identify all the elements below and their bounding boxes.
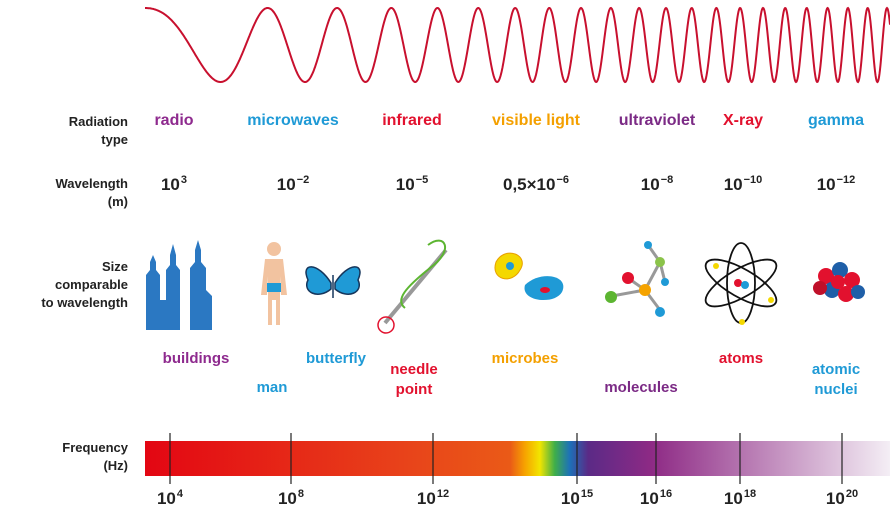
frequency-base: 10 bbox=[826, 489, 845, 508]
frequency-exponent: 20 bbox=[846, 488, 858, 500]
frequency-label: 1012 bbox=[417, 490, 449, 510]
size-example: atoms bbox=[719, 349, 763, 369]
frequency-base: 10 bbox=[157, 489, 176, 508]
radiation-type: gamma bbox=[808, 112, 864, 130]
frequency-base: 10 bbox=[724, 489, 743, 508]
radiation-type-name: microwaves bbox=[247, 112, 339, 129]
wavelength-base: 10 bbox=[161, 175, 180, 194]
frequency-exponent: 4 bbox=[177, 488, 183, 500]
frequency-base: 10 bbox=[561, 489, 580, 508]
wavelength-exponent: −10 bbox=[744, 174, 763, 186]
row-label-line: Size bbox=[0, 258, 128, 276]
wavelength-base: 10 bbox=[641, 175, 660, 194]
row-label-line: Wavelength bbox=[0, 175, 128, 193]
graphics bbox=[0, 0, 890, 514]
frequency-label: 1018 bbox=[724, 490, 756, 510]
radiation-type: ultraviolet bbox=[619, 112, 695, 130]
wavelength: 10−5 bbox=[396, 176, 428, 196]
radiation-type-name: X-ray bbox=[723, 112, 763, 129]
frequency-label: 108 bbox=[278, 490, 304, 510]
size-example-line: needle bbox=[390, 360, 438, 380]
size-example: molecules bbox=[604, 378, 677, 398]
row-label: Frequency(Hz) bbox=[0, 439, 128, 475]
radiation-type-name: gamma bbox=[808, 112, 864, 129]
frequency-label: 104 bbox=[157, 490, 183, 510]
butterfly-icon bbox=[306, 267, 360, 298]
radiation-type: radio bbox=[154, 112, 193, 130]
frequency-label: 1016 bbox=[640, 490, 672, 510]
wavelength: 10−10 bbox=[724, 176, 763, 196]
radiation-type: visible light bbox=[492, 112, 580, 130]
size-example-line: molecules bbox=[604, 378, 677, 398]
size-example-line: butterfly bbox=[306, 349, 366, 369]
size-example: buildings bbox=[163, 349, 230, 369]
size-example-line: microbes bbox=[492, 349, 559, 369]
wavelength-base: 10 bbox=[817, 175, 836, 194]
needle-icon bbox=[378, 241, 446, 333]
wavelength-base: 10 bbox=[277, 175, 296, 194]
wavelength-exponent: −2 bbox=[297, 174, 310, 186]
spectrum-infographic: Radiationtype Wavelength(m) Sizecomparable… bbox=[0, 0, 890, 514]
atom-icon bbox=[699, 243, 782, 325]
nucleus-icon bbox=[813, 262, 865, 302]
row-label-line: comparable bbox=[0, 276, 128, 294]
buildings-icon bbox=[146, 240, 212, 330]
frequency-exponent: 8 bbox=[298, 488, 304, 500]
size-example: microbes bbox=[492, 349, 559, 369]
wavelength-exponent: −5 bbox=[416, 174, 429, 186]
radiation-type-name: ultraviolet bbox=[619, 112, 695, 129]
size-example-line: atoms bbox=[719, 349, 763, 369]
radiation-type: infrared bbox=[382, 112, 442, 130]
frequency-bar bbox=[145, 441, 890, 476]
radiation-type-name: visible light bbox=[492, 112, 580, 129]
frequency-label: 1020 bbox=[826, 490, 858, 510]
wavelength: 10−8 bbox=[641, 176, 673, 196]
wavelength: 10−2 bbox=[277, 176, 309, 196]
row-label-line: (m) bbox=[0, 193, 128, 211]
size-example-line: man bbox=[257, 378, 288, 398]
wavelength: 0,5×10−6 bbox=[503, 176, 569, 196]
radiation-type: X-ray bbox=[723, 112, 763, 130]
size-example-line: buildings bbox=[163, 349, 230, 369]
size-example-line: point bbox=[390, 380, 438, 400]
radiation-type-name: radio bbox=[154, 112, 193, 129]
radiation-type: microwaves bbox=[247, 112, 339, 130]
wavelength-exponent: −8 bbox=[661, 174, 674, 186]
wavelength-exponent: −12 bbox=[837, 174, 856, 186]
man-icon bbox=[261, 242, 287, 325]
wavelength-exponent: 3 bbox=[181, 174, 187, 186]
frequency-exponent: 12 bbox=[437, 488, 449, 500]
size-example-line: atomic bbox=[812, 360, 860, 380]
radiation-type-name: infrared bbox=[382, 112, 442, 129]
molecules-icon bbox=[605, 241, 669, 317]
wavelength-exponent: −6 bbox=[556, 174, 569, 186]
size-example: butterfly bbox=[306, 349, 366, 369]
row-label-line: to wavelength bbox=[0, 294, 128, 312]
wavelength: 103 bbox=[161, 176, 187, 196]
row-label: Wavelength(m) bbox=[0, 175, 128, 211]
row-label-line: (Hz) bbox=[0, 457, 128, 475]
frequency-base: 10 bbox=[278, 489, 297, 508]
wavelength-base: 10 bbox=[396, 175, 415, 194]
frequency-base: 10 bbox=[640, 489, 659, 508]
row-label-line: Frequency bbox=[0, 439, 128, 457]
wavelength: 10−12 bbox=[817, 176, 856, 196]
row-label-line: Radiation bbox=[0, 113, 128, 131]
size-example: man bbox=[257, 378, 288, 398]
microbes-icon bbox=[495, 253, 563, 300]
size-example-line: nuclei bbox=[812, 380, 860, 400]
frequency-exponent: 15 bbox=[581, 488, 593, 500]
frequency-base: 10 bbox=[417, 489, 436, 508]
row-label-line: type bbox=[0, 131, 128, 149]
frequency-label: 1015 bbox=[561, 490, 593, 510]
wavelength-base: 0,5×10 bbox=[503, 175, 555, 194]
wave bbox=[145, 8, 890, 82]
frequency-exponent: 16 bbox=[660, 488, 672, 500]
wavelength-base: 10 bbox=[724, 175, 743, 194]
frequency-exponent: 18 bbox=[744, 488, 756, 500]
